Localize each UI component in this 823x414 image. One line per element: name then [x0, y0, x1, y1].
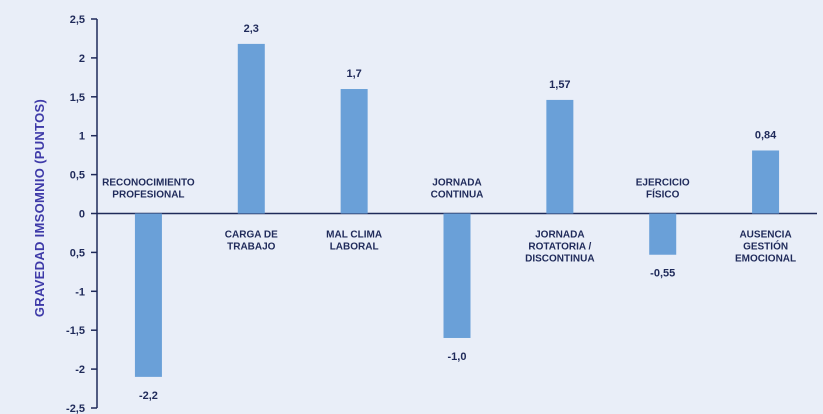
y-tick-label: -2	[75, 364, 85, 376]
category-label: CARGA DE TRABAJO	[225, 230, 278, 253]
bar-value-label: -2,2	[139, 390, 158, 402]
bar-value-label: 1,57	[549, 79, 570, 91]
y-tick-label: 0,5	[70, 247, 85, 259]
bar-value-label: 1,7	[346, 68, 361, 80]
bar-value-label: 2,3	[244, 23, 259, 35]
category-label: JORNADA CONTINUA	[431, 178, 484, 201]
bar	[134, 213, 162, 377]
y-tick-label: 2	[79, 53, 85, 65]
y-tick-label: 0,5	[70, 170, 85, 182]
bar-value-label: -1,0	[448, 351, 467, 363]
y-tick-label: -2,5	[66, 403, 85, 414]
bar-value-label: 0,84	[755, 129, 777, 141]
category-label: RECONOCIMIENTO PROFESIONAL	[102, 178, 195, 201]
category-label: MAL CLIMA LABORAL	[326, 230, 382, 253]
bar	[443, 213, 471, 338]
bar	[752, 150, 780, 214]
y-tick-label: 0	[79, 209, 85, 221]
bar	[649, 213, 677, 255]
category-label: JORNADA ROTATORIA / DISCONTINUA	[525, 230, 594, 265]
y-axis-label: GRAVEDAD IMSOMNIO (PUNTOS)	[32, 99, 47, 317]
bar	[340, 89, 368, 214]
category-label: AUSENCIA GESTIÓN EMOCIONAL	[735, 230, 796, 265]
bar-value-label: -0,55	[650, 268, 675, 280]
y-tick-label: 1,5	[70, 92, 85, 104]
y-tick-label: -1,5	[66, 325, 85, 337]
y-tick-label: -1	[75, 286, 85, 298]
y-tick-label: 1	[79, 131, 85, 143]
y-tick-label: 2,5	[70, 14, 85, 26]
bar	[546, 99, 574, 214]
category-label: EJERCICIO FÍSICO	[636, 178, 690, 201]
bar	[237, 43, 265, 214]
